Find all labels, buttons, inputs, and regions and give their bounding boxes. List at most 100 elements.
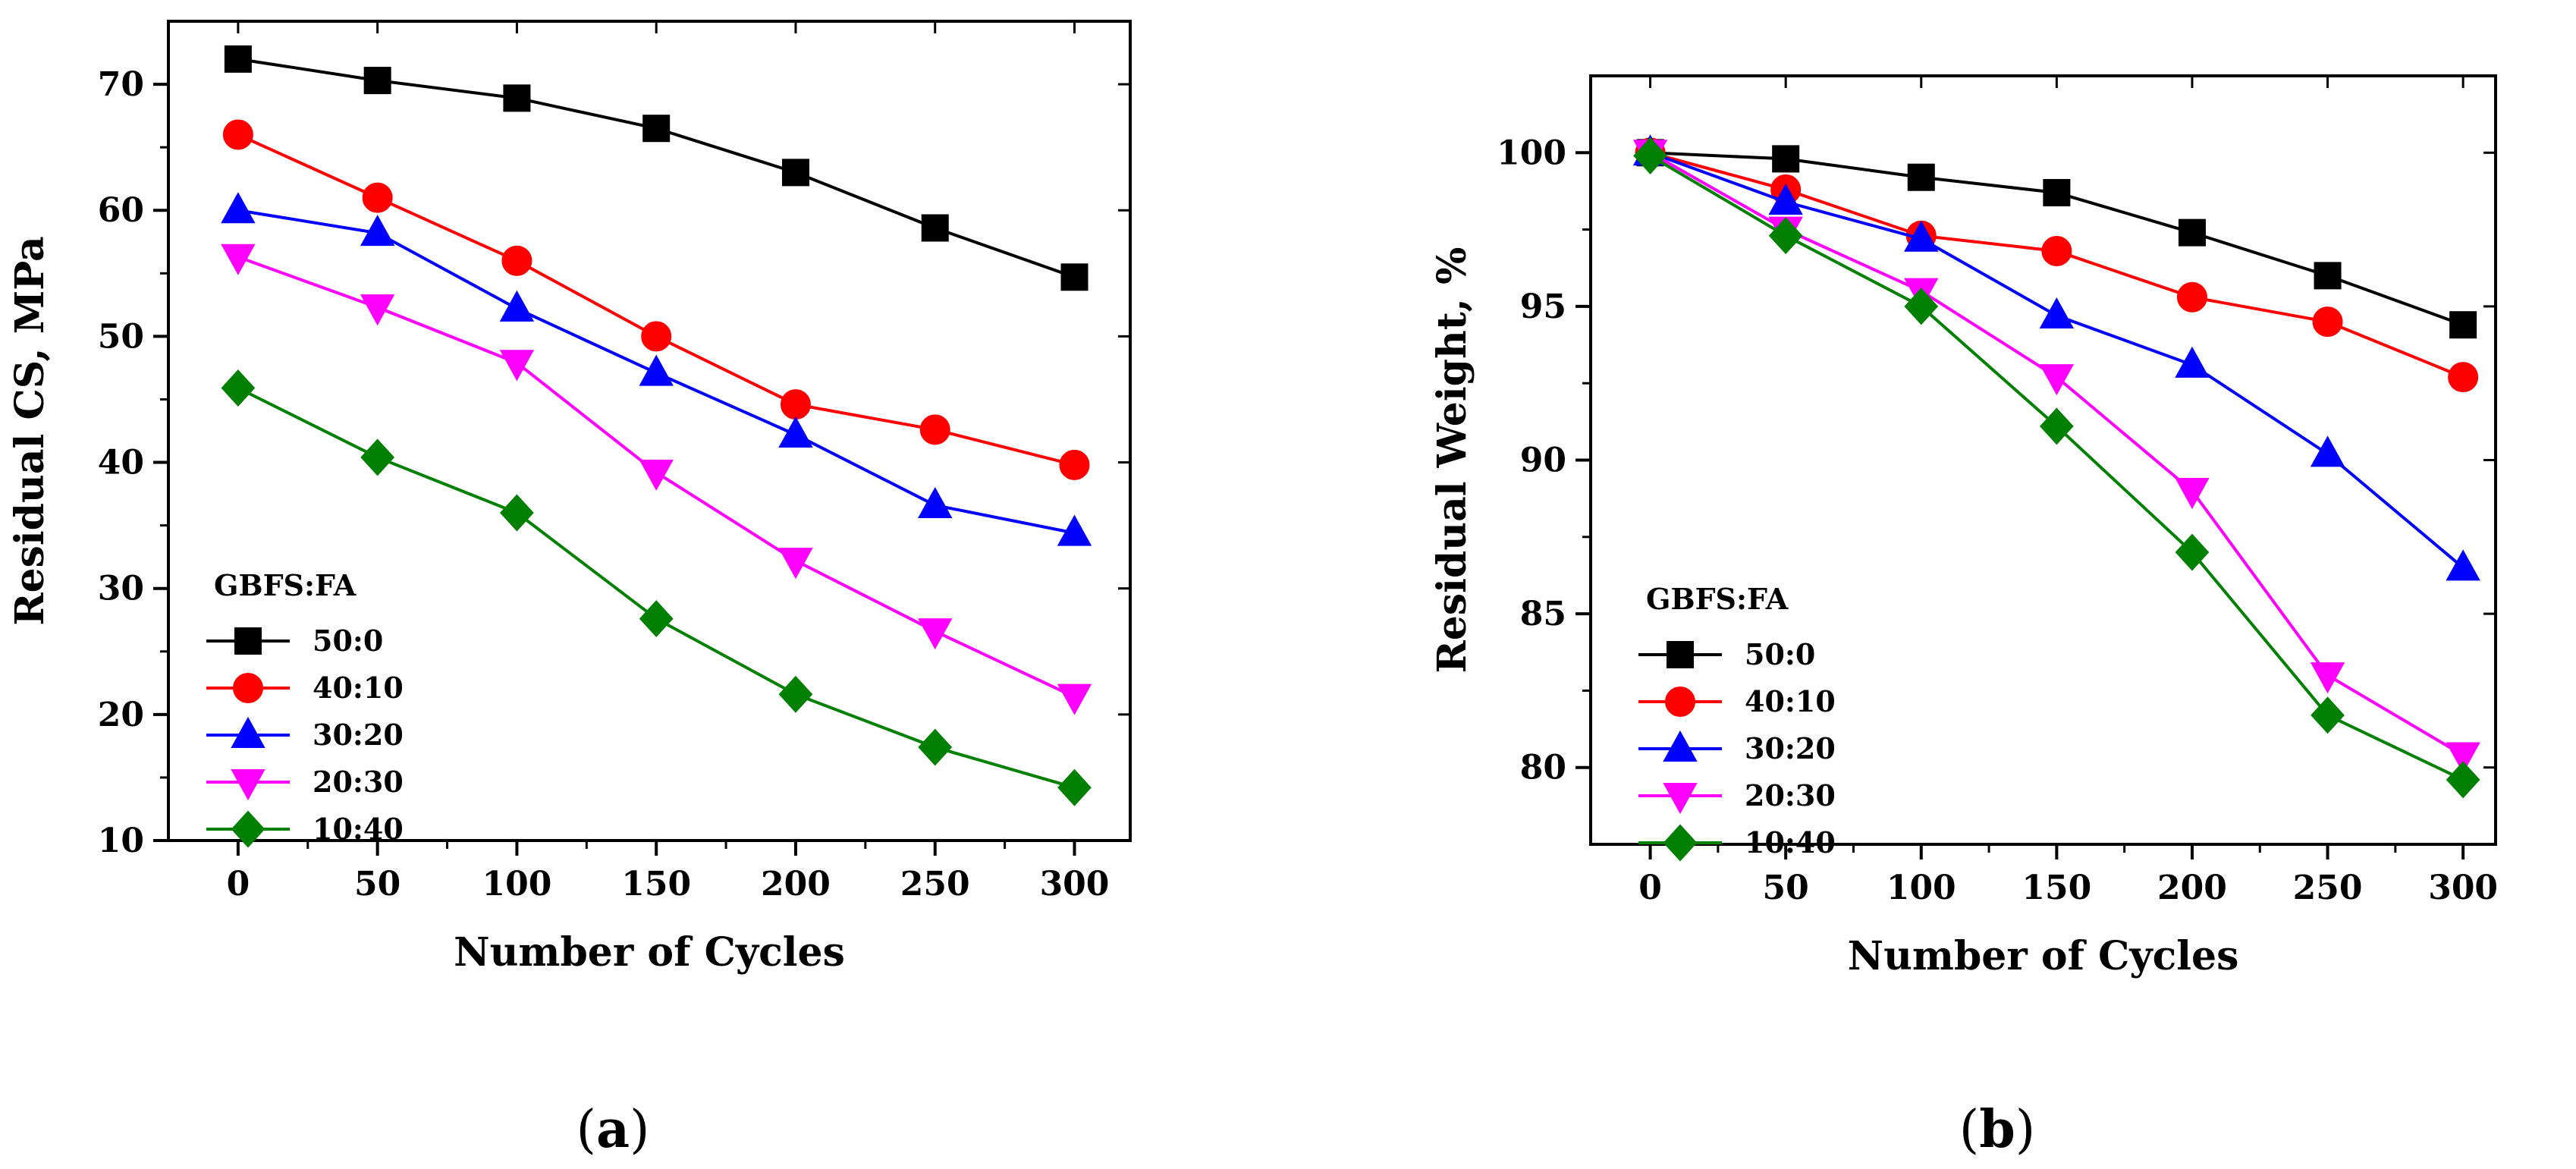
data-point — [2449, 311, 2477, 339]
x-tick-label: 50 — [354, 865, 401, 903]
legend-marker — [1663, 783, 1698, 815]
data-point — [780, 389, 811, 420]
data-point — [639, 354, 674, 386]
y-tick-label: 30 — [98, 570, 144, 608]
data-point — [918, 728, 953, 766]
data-point — [1060, 263, 1089, 291]
data-point — [2312, 306, 2343, 338]
data-point — [918, 486, 953, 519]
legend: GBFS:FA 50:0 40:10 30:20 20:30 10:40 — [1638, 582, 1836, 862]
legend: GBFS:FA 50:0 40:10 30:20 20:30 10:40 — [206, 568, 404, 848]
data-point — [499, 350, 535, 382]
legend-title: GBFS:FA — [1646, 582, 1789, 616]
data-point — [2043, 178, 2071, 206]
data-point — [1907, 163, 1935, 191]
data-point — [918, 618, 953, 650]
data-point — [1633, 137, 1667, 174]
data-point — [1768, 217, 1803, 255]
data-point — [1059, 449, 1090, 480]
plot-frame — [167, 20, 1132, 842]
legend-label: 20:30 — [1745, 778, 1836, 812]
y-axis-title: Residual CS, MPa — [7, 236, 53, 625]
data-point — [2446, 742, 2480, 774]
legend-marker — [231, 716, 265, 748]
data-point — [919, 414, 950, 445]
y-tick-label: 95 — [1520, 288, 1566, 326]
legend-marker — [1663, 730, 1698, 762]
data-point — [2178, 218, 2206, 247]
x-tick-label: 150 — [621, 865, 691, 903]
data-point — [221, 244, 256, 275]
series-10-40 — [221, 369, 1092, 806]
legend-title: GBFS:FA — [214, 568, 357, 602]
panel-label: (b) — [1959, 1099, 2036, 1160]
series-20-30 — [1632, 140, 2480, 774]
legend-marker — [231, 769, 265, 801]
legend-marker — [1665, 687, 1695, 717]
x-tick-label: 0 — [227, 865, 250, 903]
data-point — [1904, 220, 1939, 252]
panel-label: (a) — [576, 1099, 649, 1160]
x-tick-label: 300 — [2428, 869, 2498, 907]
data-point — [2176, 281, 2207, 313]
y-tick-label: 20 — [98, 696, 144, 734]
data-point — [360, 215, 395, 247]
data-point — [224, 45, 252, 73]
legend-label: 50:0 — [1745, 637, 1815, 671]
series-20-30 — [221, 244, 1092, 715]
y-tick-label: 40 — [98, 444, 144, 482]
data-point — [778, 548, 813, 580]
data-point — [639, 459, 674, 491]
data-point — [222, 119, 253, 150]
x-tick-label: 250 — [900, 865, 970, 903]
series-line — [1649, 151, 2464, 569]
x-axis-title: Number of Cycles — [454, 929, 845, 976]
data-point — [2039, 364, 2075, 396]
legend-label: 20:30 — [313, 765, 404, 799]
data-point — [360, 438, 395, 476]
series-10-40 — [1633, 137, 2480, 799]
legend-label: 50:0 — [313, 624, 383, 658]
data-point — [501, 245, 532, 276]
x-axis-title: Number of Cycles — [1848, 933, 2239, 979]
chart-panel-0: 0 50 100 150 200 250 300 10 20 30 40 50 60 70 Number o… — [7, 20, 1132, 1160]
data-point — [2175, 346, 2210, 378]
data-point — [362, 182, 393, 213]
x-tick-label: 300 — [1040, 865, 1110, 903]
x-tick-label: 100 — [482, 865, 551, 903]
legend-label: 30:20 — [313, 718, 404, 752]
data-point — [1057, 768, 1092, 806]
x-tick-label: 50 — [1763, 869, 1809, 907]
data-point — [2310, 662, 2345, 694]
series-40-10 — [1635, 137, 2479, 393]
data-point — [639, 600, 674, 638]
legend-label: 10:40 — [1745, 825, 1836, 859]
data-point — [2311, 696, 2345, 734]
data-point — [360, 294, 395, 326]
data-point — [2039, 297, 2075, 329]
data-point — [2175, 478, 2210, 510]
data-point — [363, 67, 391, 95]
data-point — [221, 192, 256, 224]
chart-panel-1: 0 50 100 150 200 250 300 80 85 90 95 100 Number of C… — [1429, 74, 2498, 1160]
y-tick-label: 50 — [98, 317, 144, 356]
y-tick-label: 100 — [1497, 134, 1566, 172]
data-point — [221, 369, 256, 407]
x-tick-label: 100 — [1886, 869, 1956, 907]
y-tick-label: 60 — [98, 191, 144, 230]
data-point — [2448, 362, 2479, 393]
y-tick-label: 70 — [98, 65, 144, 104]
data-point — [781, 159, 809, 187]
y-tick-label: 10 — [98, 822, 144, 860]
data-point — [2446, 549, 2480, 581]
data-point — [1772, 145, 1800, 173]
data-point — [499, 290, 535, 322]
data-point — [642, 115, 671, 143]
legend-label: 10:40 — [313, 812, 404, 846]
data-point — [500, 494, 534, 532]
data-point — [2310, 435, 2345, 467]
legend-marker — [1667, 641, 1694, 668]
data-point — [2175, 533, 2210, 571]
data-point — [1768, 184, 1803, 215]
